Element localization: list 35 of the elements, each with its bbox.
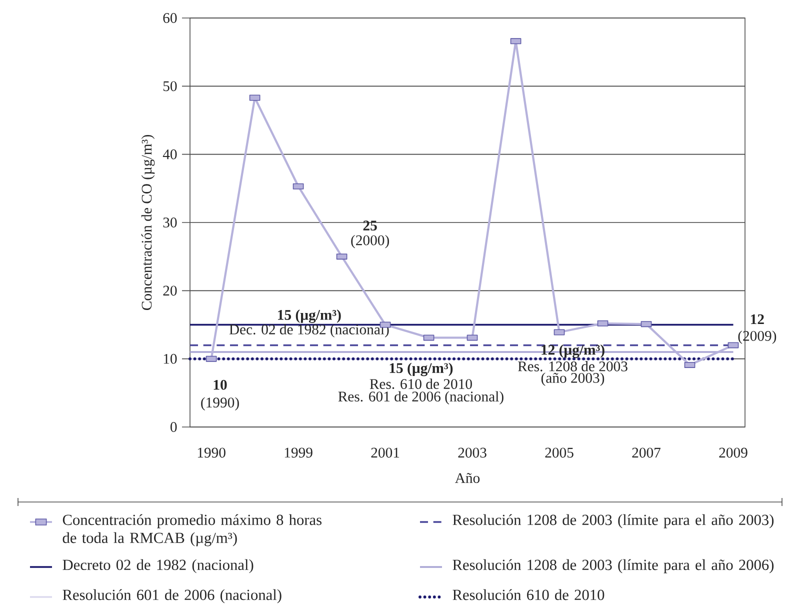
y-axis-title: Concentración de CO (µg/m³) xyxy=(141,135,155,310)
legend-label: Decreto 02 de 1982 (nacional) xyxy=(62,559,254,574)
x-tick-label: 2009 xyxy=(719,448,748,458)
x-tick-label: 1990 xyxy=(198,448,226,458)
y-tick-label: 40 xyxy=(162,149,177,160)
x-tick-label: 2005 xyxy=(545,448,574,458)
annotation: (año 2003) xyxy=(541,372,604,386)
annotation: 15 (µg/m³) xyxy=(278,310,341,323)
x-axis-title: Año xyxy=(455,473,480,484)
y-tick-label: 50 xyxy=(163,81,177,92)
y-tick-label: 30 xyxy=(163,218,177,228)
x-tick-label: 2001 xyxy=(371,448,400,458)
annotation: Res. 1208 de 2003 xyxy=(518,361,628,372)
annotation: (2000) xyxy=(351,234,389,248)
legend-label: Concentración promedio máximo 8 horas de toda la RMCAB (µg/m³) xyxy=(62,514,322,546)
x-tick-label: 2007 xyxy=(632,448,661,458)
y-tick-label: 60 xyxy=(163,13,177,23)
annotation: 10 xyxy=(214,380,227,390)
annotation: 15 (µg/m³) xyxy=(390,362,453,376)
annotation: Dec. 02 de 1982 (nacional) xyxy=(229,324,389,338)
y-tick-label: 0 xyxy=(170,422,177,432)
y-tick-label: 10 xyxy=(164,354,177,364)
annotation: 25 xyxy=(363,220,377,231)
legend-label: Resolución 1208 de 2003 (límite para el año 2006) xyxy=(452,559,774,574)
annotation: 12 (µg/m³) xyxy=(542,344,604,358)
annotation: Res. 610 de 2010 xyxy=(370,378,472,390)
annotation: Res. 601 de 2006 (nacional) xyxy=(338,391,504,404)
x-tick-label: 2003 xyxy=(458,448,486,458)
annotation: 12 xyxy=(751,314,764,324)
x-tick-label: 1999 xyxy=(284,448,312,458)
legend-label: Resolución 1208 de 2003 (límite para el año 2003) xyxy=(452,514,774,528)
annotation: (1990) xyxy=(201,397,239,410)
y-tick-label: 20 xyxy=(163,286,177,296)
legend-label: Resolución 601 de 2006 (nacional) xyxy=(62,589,282,604)
legend-label: Resolución 610 de 2010 xyxy=(452,589,604,600)
